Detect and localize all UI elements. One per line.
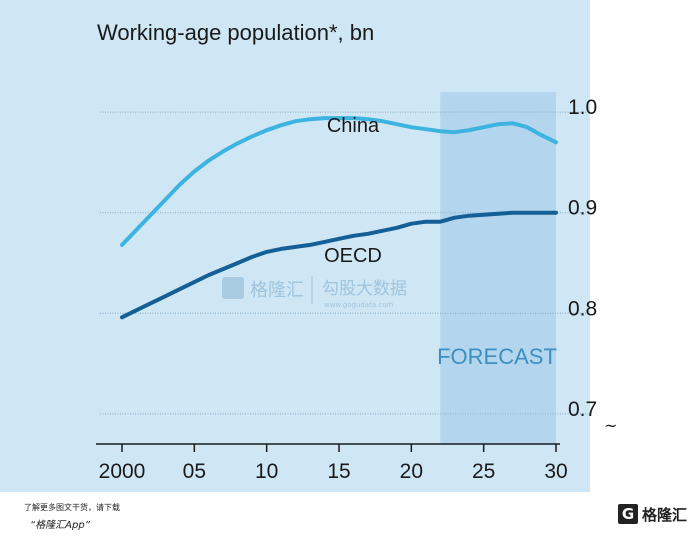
chart-title: Working-age population*, bn [97, 20, 374, 45]
x-tick-label-25: 25 [472, 460, 495, 483]
footer-app-name[interactable]: “格隆汇App” [30, 520, 90, 531]
y-tick-label-0.7: 0.7 [568, 398, 597, 421]
series-line-china [120, 116, 558, 247]
brand-logo: G 格隆汇 [618, 503, 687, 525]
series-label-oecd: OECD [324, 245, 382, 267]
x-tick-label-10: 10 [255, 460, 278, 483]
y-tick-label-0.8: 0.8 [568, 297, 597, 320]
line-chart: Working-age population*, bn 0.7 0.8 0.9 1.0 ~… [96, 20, 617, 483]
x-tick-label-2000: 2000 [99, 460, 146, 483]
y-tick-label-1.0: 1.0 [568, 96, 597, 119]
footer-download-note: 了解更多图文干货，请下载 [24, 503, 120, 512]
x-tick-label-30: 30 [544, 460, 567, 483]
y-tick-label-0.9: 0.9 [568, 197, 597, 220]
forecast-band [440, 92, 556, 444]
brand-logo-icon: G [618, 504, 638, 524]
watermark-logo-icon [222, 277, 244, 299]
forecast-label: FORECAST [437, 344, 557, 369]
brand-logo-text: 格隆汇 [642, 505, 688, 524]
watermark-url: www.gogudata.com [324, 301, 393, 309]
x-tick-label-05: 05 [183, 460, 206, 483]
series-label-china: China [327, 115, 380, 137]
y-axis-break-icon: ~ [604, 416, 617, 435]
series-line-oecd [120, 210, 558, 320]
watermark-partner: 勾股大数据 [322, 279, 407, 299]
watermark-brand: 格隆汇 [250, 280, 304, 301]
x-tick-label-20: 20 [400, 460, 423, 483]
x-tick-label-15: 15 [327, 460, 350, 483]
